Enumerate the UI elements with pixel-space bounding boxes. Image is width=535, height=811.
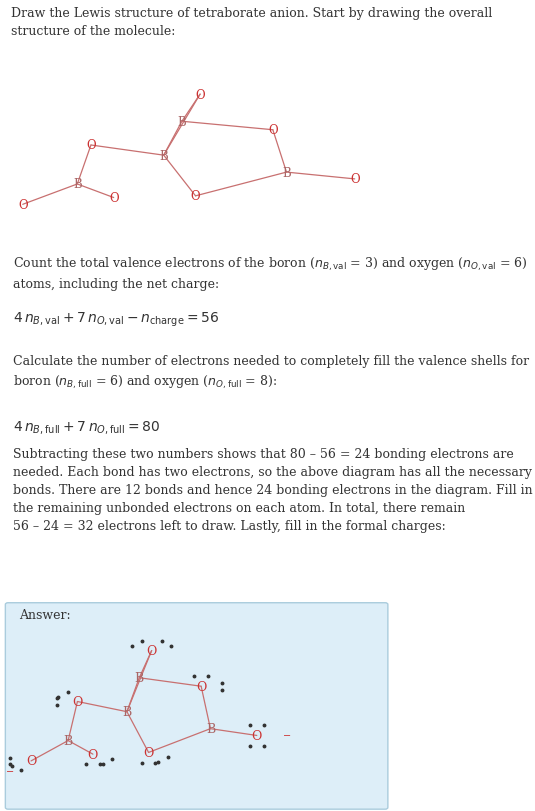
Text: B: B (282, 166, 291, 179)
Text: B: B (123, 706, 132, 719)
Text: −: − (283, 731, 291, 740)
Text: Count the total valence electrons of the boron ($n_{B,\mathrm{val}}$ = 3) and ox: Count the total valence electrons of the… (13, 256, 528, 291)
Text: $4\, n_{B,\mathrm{val}} + 7\, n_{O,\mathrm{val}} - n_{\mathrm{charge}} = 56$: $4\, n_{B,\mathrm{val}} + 7\, n_{O,\math… (13, 311, 220, 328)
Text: O: O (191, 190, 200, 203)
Text: O: O (18, 199, 27, 212)
Text: B: B (73, 178, 82, 191)
Text: O: O (109, 191, 118, 204)
Text: Calculate the number of electrons needed to completely fill the valence shells f: Calculate the number of electrons needed… (13, 354, 530, 391)
Text: O: O (86, 139, 96, 152)
Text: B: B (178, 116, 186, 129)
Text: Draw the Lewis structure of tetraborate anion. Start by drawing the overall
stru: Draw the Lewis structure of tetraborate … (11, 7, 492, 38)
Text: O: O (251, 729, 262, 742)
Text: O: O (196, 680, 207, 693)
Text: B: B (206, 723, 215, 736)
Text: O: O (195, 88, 205, 101)
Text: $4\, n_{B,\mathrm{full}} + 7\, n_{O,\mathrm{full}} = 80$: $4\, n_{B,\mathrm{full}} + 7\, n_{O,\mat… (13, 418, 161, 436)
Text: Subtracting these two numbers shows that 80 – 56 = 24 bonding electrons are
need: Subtracting these two numbers shows that… (13, 448, 533, 533)
Text: O: O (147, 644, 157, 657)
Text: O: O (72, 695, 82, 708)
Text: O: O (143, 746, 154, 759)
Text: −: − (6, 766, 14, 776)
Text: B: B (159, 149, 168, 162)
FancyBboxPatch shape (5, 603, 388, 809)
Text: O: O (88, 748, 98, 761)
Text: B: B (64, 734, 73, 747)
Text: Answer:: Answer: (19, 608, 70, 621)
Text: B: B (135, 672, 144, 684)
Text: O: O (26, 754, 36, 767)
Text: O: O (268, 124, 278, 137)
Text: O: O (350, 174, 360, 187)
